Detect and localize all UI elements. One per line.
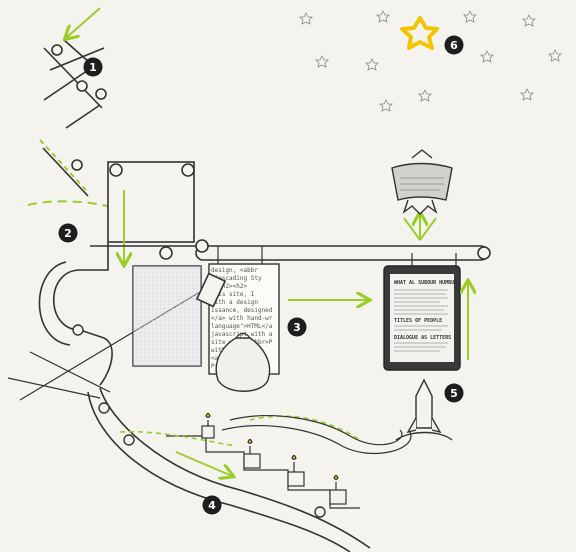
star-icon — [418, 89, 432, 102]
ball-path-arrow — [66, 7, 101, 38]
star-icon — [379, 99, 393, 112]
stair-arrow — [175, 451, 232, 476]
roller-icon — [477, 246, 491, 260]
step-6-number: 6 — [450, 39, 458, 52]
roller-icon — [109, 163, 123, 177]
star-icon — [299, 12, 313, 25]
star-icon — [548, 49, 562, 62]
ball — [51, 44, 63, 56]
step-5-number: 5 — [450, 387, 458, 400]
step-4-badge: 4 — [202, 495, 222, 515]
small-rocket-icon — [395, 378, 453, 441]
roller-icon — [159, 246, 173, 260]
star-icon — [520, 88, 534, 101]
step-6-badge: 6 — [444, 35, 464, 55]
star-icon — [365, 58, 379, 71]
device-section-a: TITLES OF PEOPLE — [394, 318, 442, 324]
ball — [76, 80, 88, 92]
pipe — [38, 242, 371, 552]
device-section-b: DIALOGUE AS LETTERS — [394, 335, 451, 341]
code-line: this site, I — [211, 291, 255, 298]
step-4-number: 4 — [208, 499, 216, 512]
star-icon — [376, 10, 390, 23]
conveyor-belt — [90, 239, 491, 261]
ball — [95, 88, 107, 100]
star-icon — [522, 14, 536, 27]
pipe-balls — [72, 324, 326, 518]
code-line: </a> with hand-wr — [211, 315, 273, 322]
code-line: design, <abbr — [211, 267, 258, 274]
flying-page-rocket — [391, 149, 453, 215]
star-icon — [463, 10, 477, 23]
code-line: "Cascading Sty — [211, 275, 262, 282]
ball-path-dashed — [27, 200, 191, 241]
star-icon — [315, 55, 329, 68]
code-line: language">HTML</a — [211, 323, 273, 330]
roller-icon — [195, 239, 209, 253]
sack — [215, 337, 271, 392]
step-badges: 1 2 3 4 5 6 — [58, 35, 464, 515]
step-2-number: 2 — [64, 227, 72, 240]
ball — [71, 159, 83, 171]
code-line: javascript with a — [211, 331, 273, 338]
grid-paper-sheet — [132, 265, 202, 367]
code-line: with a design — [211, 299, 258, 306]
ball-chute — [42, 39, 107, 197]
top-roller-box — [107, 161, 195, 243]
trail-dashed — [119, 415, 361, 447]
star-icon — [480, 50, 494, 63]
winding-road — [221, 415, 412, 455]
scanner-lens — [195, 272, 227, 308]
tablet-device: WHAT AL SUBOUR NUMBUR TITLES OF PEOPLE D… — [383, 253, 461, 371]
roller-icon — [181, 163, 195, 177]
step-2-badge: 2 — [58, 223, 78, 243]
ball-path-dashed — [39, 139, 87, 191]
step-1-badge: 1 — [83, 57, 103, 77]
device-heading: WHAT AL SUBOUR NUMBUR — [394, 280, 458, 286]
background-stars — [299, 10, 562, 112]
candle-staircase — [166, 412, 360, 509]
step-3-badge: 3 — [287, 317, 307, 337]
step-3-number: 3 — [293, 321, 301, 334]
step-5-badge: 5 — [444, 383, 464, 403]
yellow-star-icon — [400, 16, 439, 50]
code-line: s</h2><h2> — [211, 283, 248, 290]
step-1-number: 1 — [89, 61, 97, 74]
code-line: issance, designed — [211, 307, 273, 314]
